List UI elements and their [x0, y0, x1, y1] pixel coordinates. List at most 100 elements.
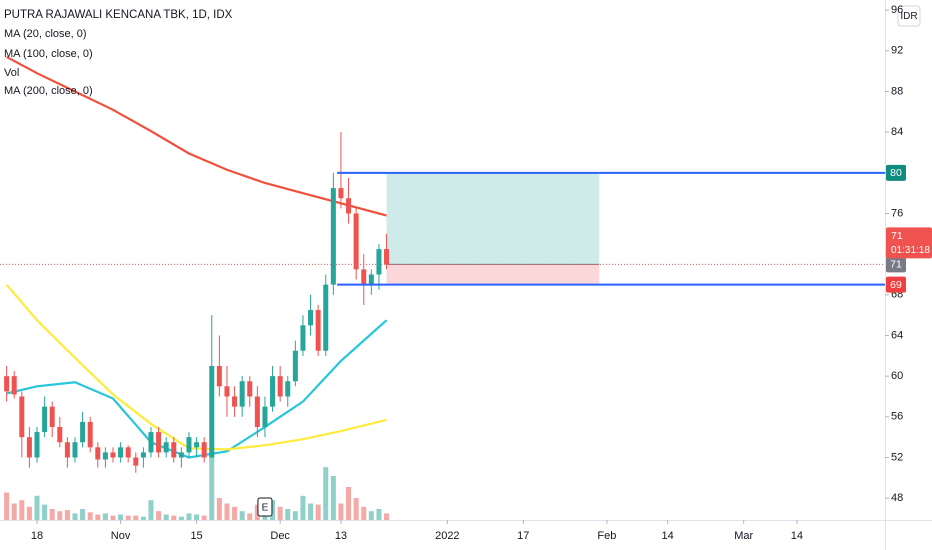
candle-body — [102, 452, 108, 460]
candle-body — [270, 376, 276, 407]
volume-bar — [346, 487, 352, 520]
volume-bar — [148, 500, 154, 520]
volume-bar — [87, 512, 93, 520]
volume-bar — [42, 504, 48, 520]
entry-price-label-box — [886, 256, 906, 273]
candle-body — [110, 452, 116, 458]
volume-bar — [133, 515, 139, 520]
candle-body — [125, 447, 131, 458]
volume-bar — [64, 510, 70, 520]
y-tick-label: 60 — [891, 370, 903, 382]
y-tick-label: 64 — [891, 329, 903, 341]
candle-body — [361, 269, 367, 285]
volume-bar — [102, 513, 108, 520]
volume-bar — [277, 506, 283, 520]
last-price-label: 71 — [891, 230, 903, 242]
volume-bar — [323, 467, 329, 520]
y-tick-label: 76 — [891, 207, 903, 219]
candle-body — [49, 406, 55, 427]
candle-body — [239, 381, 245, 407]
candle-body — [209, 365, 215, 458]
candle-body — [42, 406, 48, 433]
stop-price-label: 69 — [890, 279, 902, 291]
legend-entry: MA (200, close, 0) — [4, 85, 93, 97]
candle-body — [34, 432, 40, 458]
volume-bar — [353, 498, 359, 520]
volume-bar — [376, 509, 382, 520]
volume-bar — [368, 511, 374, 520]
volume-bar — [156, 511, 162, 520]
candle-body — [26, 437, 32, 458]
volume-bar — [178, 516, 184, 520]
legend-entry: MA (100, close, 0) — [4, 48, 93, 60]
volume-bar — [34, 495, 40, 520]
volume-bar — [270, 500, 276, 520]
candle-body — [376, 249, 382, 275]
candle-body — [353, 213, 359, 270]
volume-bar — [224, 503, 230, 520]
ma-line — [6, 55, 387, 217]
volume-bar — [330, 476, 336, 520]
volume-bar — [11, 503, 17, 520]
volume-bar — [140, 516, 146, 520]
position-target-zone — [386, 172, 600, 265]
candle-body — [247, 381, 253, 397]
x-tick-label: 15 — [190, 530, 202, 542]
x-tick-label: 14 — [662, 530, 674, 542]
candle-body — [368, 274, 374, 285]
volume-bar — [384, 513, 390, 520]
volume-bar — [285, 509, 291, 520]
y-tick-label: 48 — [891, 492, 903, 504]
event-label: E — [262, 503, 269, 514]
legend-entry: MA (20, close, 0) — [4, 28, 87, 40]
candle-body — [285, 381, 291, 397]
volume-bar — [216, 498, 222, 520]
volume-bar — [361, 506, 367, 520]
candle-body — [346, 198, 352, 214]
target-price-label-box — [886, 164, 906, 181]
volume-bar — [118, 514, 124, 520]
x-tick-label: 18 — [31, 530, 43, 542]
volume-bar — [186, 513, 192, 520]
x-tick-label: 14 — [791, 530, 803, 542]
volume-bar — [232, 506, 238, 520]
x-tick-label: Mar — [734, 530, 753, 542]
x-tick-label: Dec — [270, 530, 290, 542]
volume-bar — [171, 515, 177, 520]
volume-bar — [254, 504, 260, 520]
x-tick-label: 17 — [517, 530, 529, 542]
candle-body — [300, 325, 306, 351]
volume-bar — [49, 509, 55, 520]
volume-bar — [95, 514, 101, 520]
volume-bar — [110, 515, 116, 520]
y-tick-label: 96 — [891, 4, 903, 16]
candle-body — [262, 406, 268, 427]
candle-body — [80, 421, 86, 443]
candle-body — [140, 452, 146, 458]
candle-body — [4, 376, 10, 392]
candle-body — [133, 457, 139, 466]
candle-body — [201, 442, 207, 458]
candle-body — [72, 442, 78, 458]
currency-box[interactable] — [897, 5, 921, 27]
candle-body — [254, 396, 260, 427]
volume-bar — [300, 495, 306, 520]
candle-body — [315, 310, 321, 351]
y-tick-label: 84 — [891, 126, 903, 138]
volume-bar — [209, 454, 215, 520]
volume-bar — [19, 500, 25, 520]
candle-body — [323, 284, 329, 351]
entry-price-label: 71 — [890, 259, 902, 271]
x-tick-label: 2022 — [435, 530, 459, 542]
candle-body — [171, 442, 177, 458]
plot-area — [0, 55, 885, 520]
currency[interactable]: IDR — [900, 11, 917, 22]
candle-body — [330, 188, 336, 285]
volume-bar — [125, 515, 131, 520]
candle-body — [384, 249, 390, 265]
event-marker — [257, 497, 273, 517]
candle-body — [57, 426, 63, 443]
candle-body — [224, 386, 230, 397]
candle-body — [186, 437, 192, 453]
